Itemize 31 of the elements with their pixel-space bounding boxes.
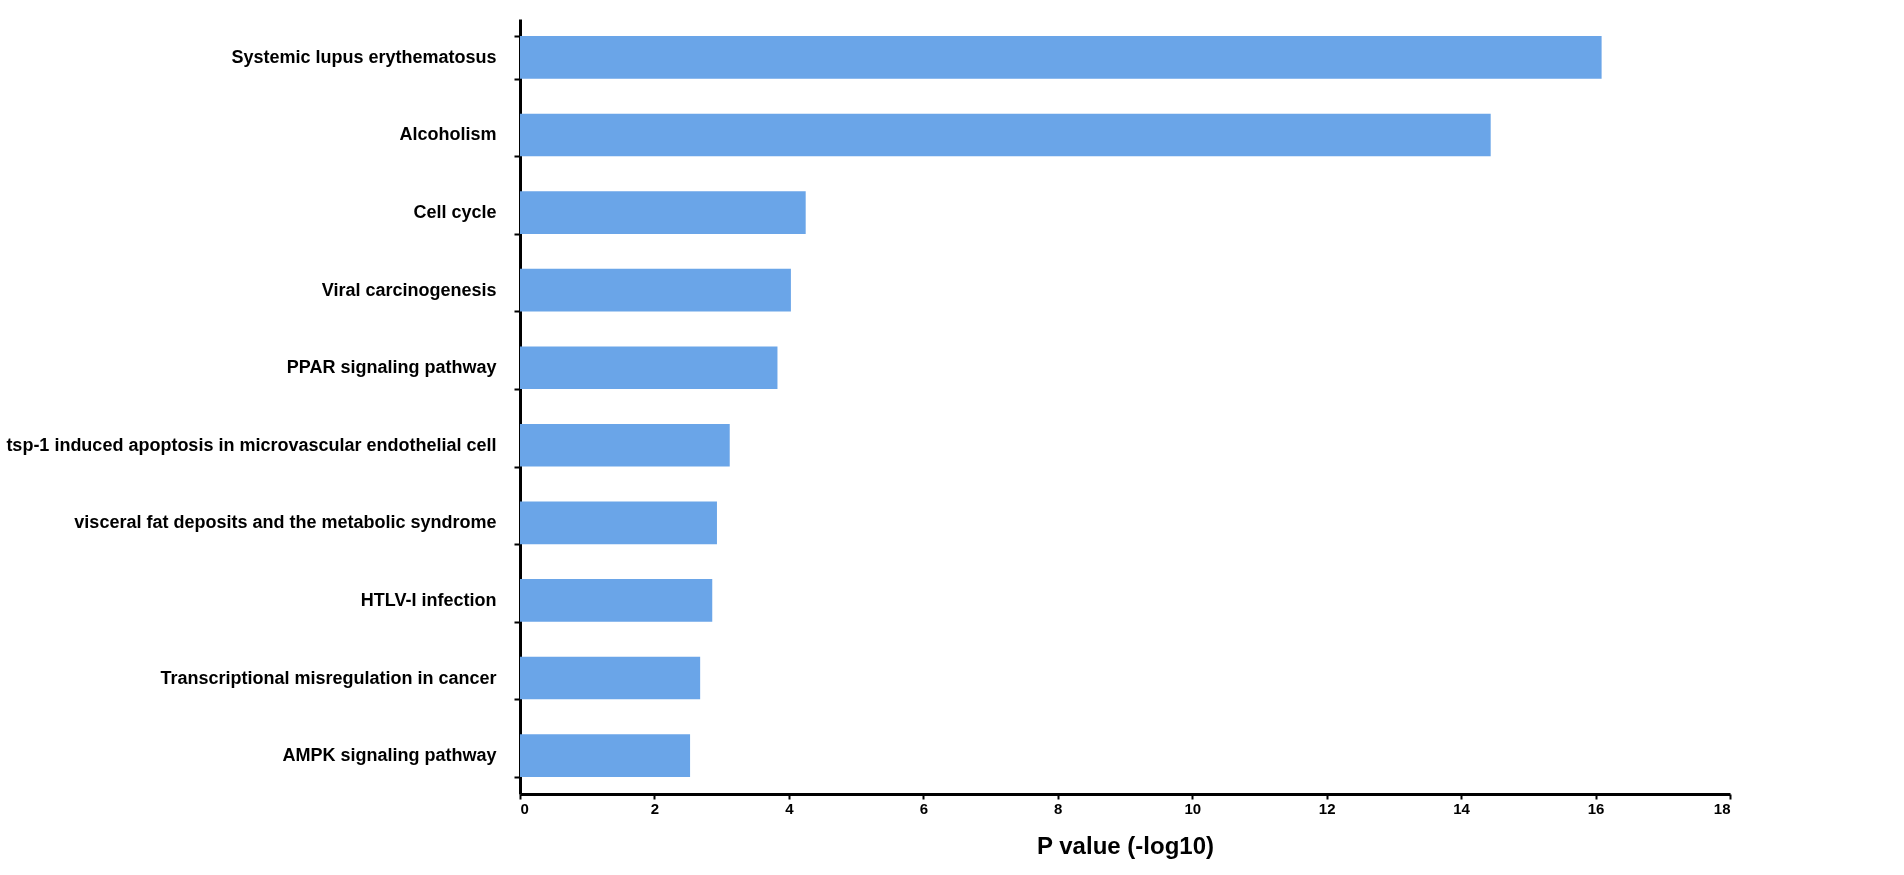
x-tick-label: 6 [919,799,929,817]
y-tick-label: Viral carcinogenesis [321,279,497,300]
x-tick-label: 8 [1054,799,1063,817]
y-tick-label: Cell cycle [413,202,497,223]
bar [520,734,691,777]
y-tick-label: HTLV-I infection [360,589,497,610]
bar [520,579,713,622]
y-tick-label: Transcriptional misregulation in cancer [160,667,497,688]
x-axis-title: P value (-log10) [1037,831,1214,859]
bar [520,191,806,234]
x-tick-label: 16 [1587,799,1605,817]
x-tick-label: 0 [520,799,529,817]
y-tick-label: tsp-1 induced apoptosis in microvascular endothelial cell [6,434,497,455]
bar [520,346,778,390]
bar [520,656,701,700]
bar [520,501,717,545]
x-tick-label: 18 [1713,799,1731,817]
y-tick-label: AMPK signaling pathway [282,745,497,766]
bar [520,113,1491,157]
y-tick-label: PPAR signaling pathway [286,357,497,378]
bar [520,268,791,312]
y-tick-label: Alcoholism [399,124,497,145]
y-tick-label: Systemic lupus erythematosus [231,46,497,67]
x-tick-label: 2 [650,799,660,817]
bar [520,423,730,467]
bar [520,36,1602,79]
x-tick-label: 12 [1318,799,1336,817]
x-tick-label: 4 [785,799,795,817]
y-tick-label: visceral fat deposits and the metabolic syndrome [74,512,497,533]
x-tick-label: 14 [1453,799,1471,817]
x-tick-label: 10 [1184,799,1202,817]
